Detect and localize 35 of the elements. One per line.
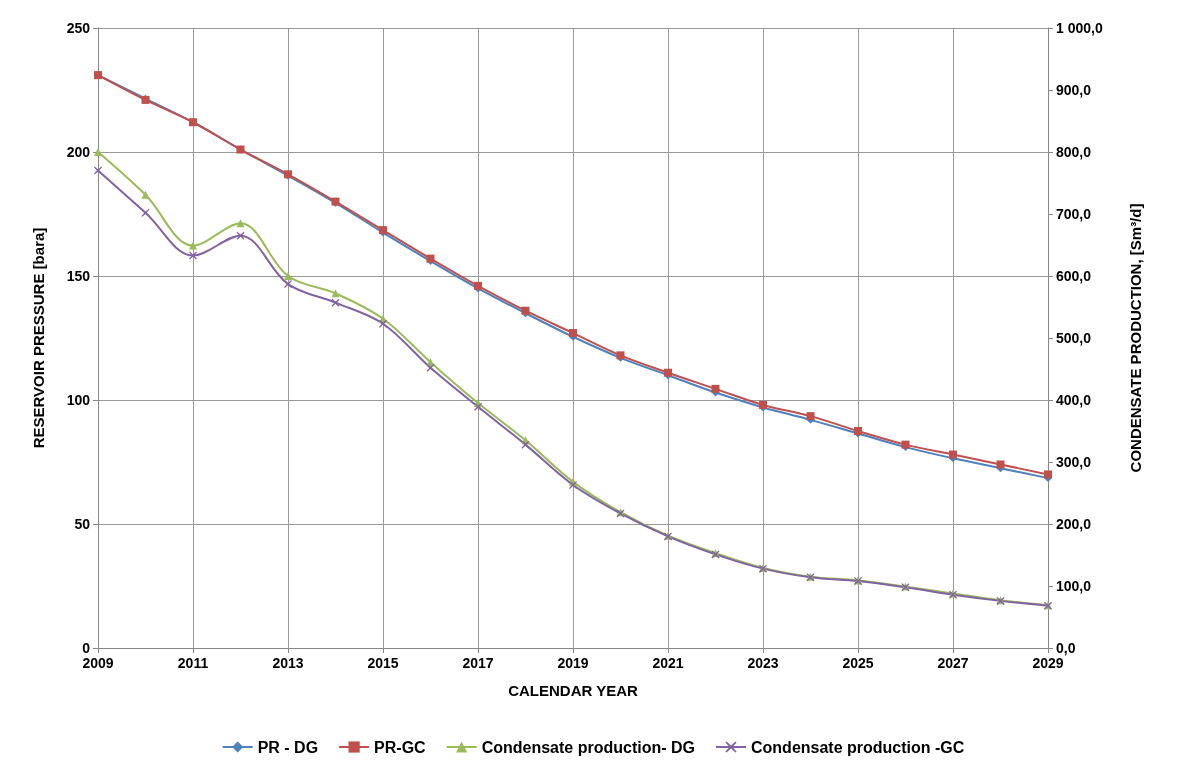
x-tick-label: 2013: [272, 655, 304, 671]
legend-label: PR-GC: [374, 738, 427, 756]
y2-tick-label: 800,0: [1056, 144, 1092, 160]
x-tick-label: 2023: [747, 655, 779, 671]
y2-tick-label: 1 000,0: [1056, 20, 1103, 36]
x-tick-label: 2025: [842, 655, 874, 671]
y2-tick-label: 200,0: [1056, 516, 1092, 532]
y-axis-title: RESERVOIR PRESSURE [bara]: [30, 227, 47, 449]
y2-tick-label: 300,0: [1056, 454, 1092, 470]
legend-label: Condensate production- DG: [481, 738, 695, 756]
y2-tick-label: 600,0: [1056, 268, 1092, 284]
x-tick-label: 2009: [82, 655, 114, 671]
x-tick-label: 2017: [462, 655, 494, 671]
x-tick-label: 2021: [652, 655, 684, 671]
y2-axis-title: CONDENSATE PRODUCTION, [Sm³/d]: [1127, 203, 1144, 473]
y2-tick-label: 700,0: [1056, 206, 1092, 222]
y-tick-label: 150: [66, 268, 91, 284]
y2-tick-label: 400,0: [1056, 392, 1092, 408]
y-tick-label: 250: [66, 20, 91, 36]
y-tick-label: 0: [82, 640, 91, 656]
y-tick-label: 50: [74, 516, 91, 532]
y2-tick-label: 900,0: [1056, 82, 1092, 98]
x-tick-label: 2015: [367, 655, 399, 671]
x-axis-title: CALENDAR YEAR: [508, 682, 639, 699]
x-tick-label: 2027: [937, 655, 969, 671]
x-tick-label: 2019: [557, 655, 589, 671]
y-tick-label: 200: [66, 144, 91, 160]
y2-tick-label: 500,0: [1056, 330, 1092, 346]
legend-label: Condensate production -GC: [751, 738, 965, 756]
x-tick-label: 2011: [177, 655, 209, 671]
y-tick-label: 100: [66, 392, 91, 408]
x-tick-label: 2029: [1032, 655, 1064, 671]
y2-tick-label: 100,0: [1056, 578, 1092, 594]
y2-tick-label: 0,0: [1056, 640, 1076, 656]
legend-label: PR - DG: [257, 738, 319, 756]
